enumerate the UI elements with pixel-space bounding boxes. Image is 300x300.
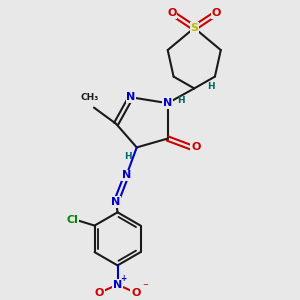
- Text: H: H: [124, 152, 132, 161]
- Text: N: N: [126, 92, 136, 102]
- Text: O: O: [167, 8, 177, 18]
- Text: N: N: [122, 170, 131, 180]
- Text: N: N: [113, 280, 122, 290]
- Text: H: H: [207, 82, 214, 91]
- Text: O: O: [191, 142, 200, 152]
- Text: H: H: [177, 96, 185, 105]
- Text: ⁻: ⁻: [142, 283, 148, 292]
- Text: N: N: [163, 98, 172, 108]
- Text: +: +: [120, 274, 127, 283]
- Text: O: O: [94, 288, 104, 298]
- Text: N: N: [112, 197, 121, 207]
- Text: O: O: [212, 8, 221, 18]
- Text: CH₃: CH₃: [80, 93, 99, 102]
- Text: O: O: [131, 288, 140, 298]
- Text: Cl: Cl: [67, 215, 78, 225]
- Text: S: S: [190, 23, 198, 33]
